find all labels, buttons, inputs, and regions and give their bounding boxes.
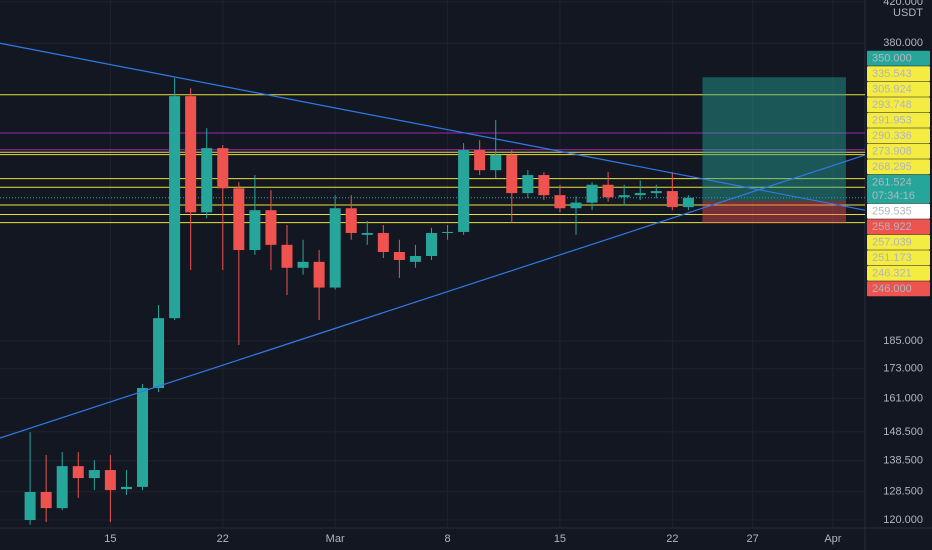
candle-body xyxy=(377,232,389,253)
candle-body xyxy=(586,184,598,203)
candle-body xyxy=(217,148,229,189)
candle-body xyxy=(40,492,52,509)
price-label-bg xyxy=(867,81,930,97)
candle-body xyxy=(329,208,341,288)
candle-body xyxy=(490,155,502,171)
price-label: 335.543 xyxy=(872,68,912,80)
price-label-bg xyxy=(867,234,930,250)
candle-body xyxy=(634,193,646,196)
candle-body xyxy=(313,261,325,288)
candle-body xyxy=(393,252,405,261)
price-label: 273.908 xyxy=(872,145,912,157)
candle-body xyxy=(265,210,277,245)
x-tick-label: 22 xyxy=(666,533,678,545)
candle-body xyxy=(538,175,550,196)
price-label: 251.173 xyxy=(872,252,912,264)
x-tick-label: Mar xyxy=(326,533,345,545)
trend-line xyxy=(0,42,866,211)
price-label-bg xyxy=(867,97,930,113)
price-label-bg xyxy=(867,174,930,204)
x-tick-label: 22 xyxy=(217,533,229,545)
candle-body xyxy=(361,232,373,235)
price-label: 291.953 xyxy=(872,114,912,126)
price-label: 257.039 xyxy=(872,236,912,248)
candle-body xyxy=(249,210,261,251)
y-tick-label: 185.000 xyxy=(883,335,923,347)
candle-body xyxy=(425,232,437,256)
x-tick-label: 8 xyxy=(444,533,450,545)
candle-body xyxy=(104,470,116,491)
candle-body xyxy=(474,150,486,171)
candle-body xyxy=(120,486,132,490)
candle-body xyxy=(522,175,534,194)
y-tick-label: 173.000 xyxy=(883,363,923,375)
candle-body xyxy=(602,184,614,198)
candle-body xyxy=(570,202,582,209)
x-tick-label: Apr xyxy=(824,533,841,545)
candle-body xyxy=(458,150,470,232)
price-label: 259.535 xyxy=(872,205,912,217)
price-label-bg xyxy=(867,66,930,82)
candle-body xyxy=(409,255,421,262)
stop-zone xyxy=(702,200,846,224)
candle-body xyxy=(666,191,678,208)
y-tick-label: 420.000 xyxy=(883,0,923,8)
price-label: 268.295 xyxy=(872,161,912,173)
target-zone xyxy=(702,77,846,201)
currency-label: USDT xyxy=(893,7,923,19)
x-tick-label: 15 xyxy=(104,533,116,545)
y-tick-label: 148.500 xyxy=(883,426,923,438)
price-label-bg xyxy=(867,281,930,297)
price-label: 261.524 xyxy=(872,176,912,188)
price-label-bg xyxy=(867,250,930,266)
candle-body xyxy=(281,244,293,268)
y-tick-label: 380.000 xyxy=(883,37,923,49)
candle-body xyxy=(233,188,245,251)
price-label: 258.922 xyxy=(872,221,912,233)
price-label-bg xyxy=(867,159,930,175)
price-label: 305.924 xyxy=(872,83,912,95)
x-tick-label: 15 xyxy=(554,533,566,545)
candle-body xyxy=(185,96,197,213)
candle-body xyxy=(153,318,165,389)
price-label-bg xyxy=(867,50,930,66)
candle-body xyxy=(56,466,68,509)
candle-body xyxy=(136,388,148,487)
candle-body xyxy=(297,261,309,268)
candle-body xyxy=(24,492,36,520)
y-tick-label: 128.500 xyxy=(883,486,923,498)
price-label-bg xyxy=(867,219,930,235)
candle-body xyxy=(650,191,662,194)
price-label-bg xyxy=(867,128,930,144)
y-tick-label: 120.000 xyxy=(883,514,923,526)
price-label-bg xyxy=(867,143,930,159)
candle-body xyxy=(442,231,454,233)
candle-body xyxy=(88,470,100,479)
candle-body xyxy=(554,195,566,209)
price-label: 246.321 xyxy=(872,267,912,279)
candle-body xyxy=(201,148,213,213)
plot-area xyxy=(0,0,866,528)
countdown: 07:34:16 xyxy=(872,190,915,202)
price-label-bg xyxy=(867,112,930,128)
price-label: 246.000 xyxy=(872,283,912,295)
candle-body xyxy=(682,197,694,208)
trend-line xyxy=(0,154,866,439)
price-label: 293.748 xyxy=(872,99,912,111)
candle-body xyxy=(506,155,518,194)
candle-body xyxy=(169,96,181,319)
price-label: 290.336 xyxy=(872,130,912,142)
price-label-bg xyxy=(867,265,930,281)
candle-body xyxy=(618,195,630,198)
x-tick-label: 27 xyxy=(746,533,758,545)
candle-body xyxy=(72,466,84,479)
price-label-bg xyxy=(867,203,930,219)
candle-body xyxy=(345,208,357,233)
y-tick-label: 161.000 xyxy=(883,392,923,404)
y-tick-label: 138.500 xyxy=(883,455,923,467)
price-label: 350.000 xyxy=(872,52,912,64)
